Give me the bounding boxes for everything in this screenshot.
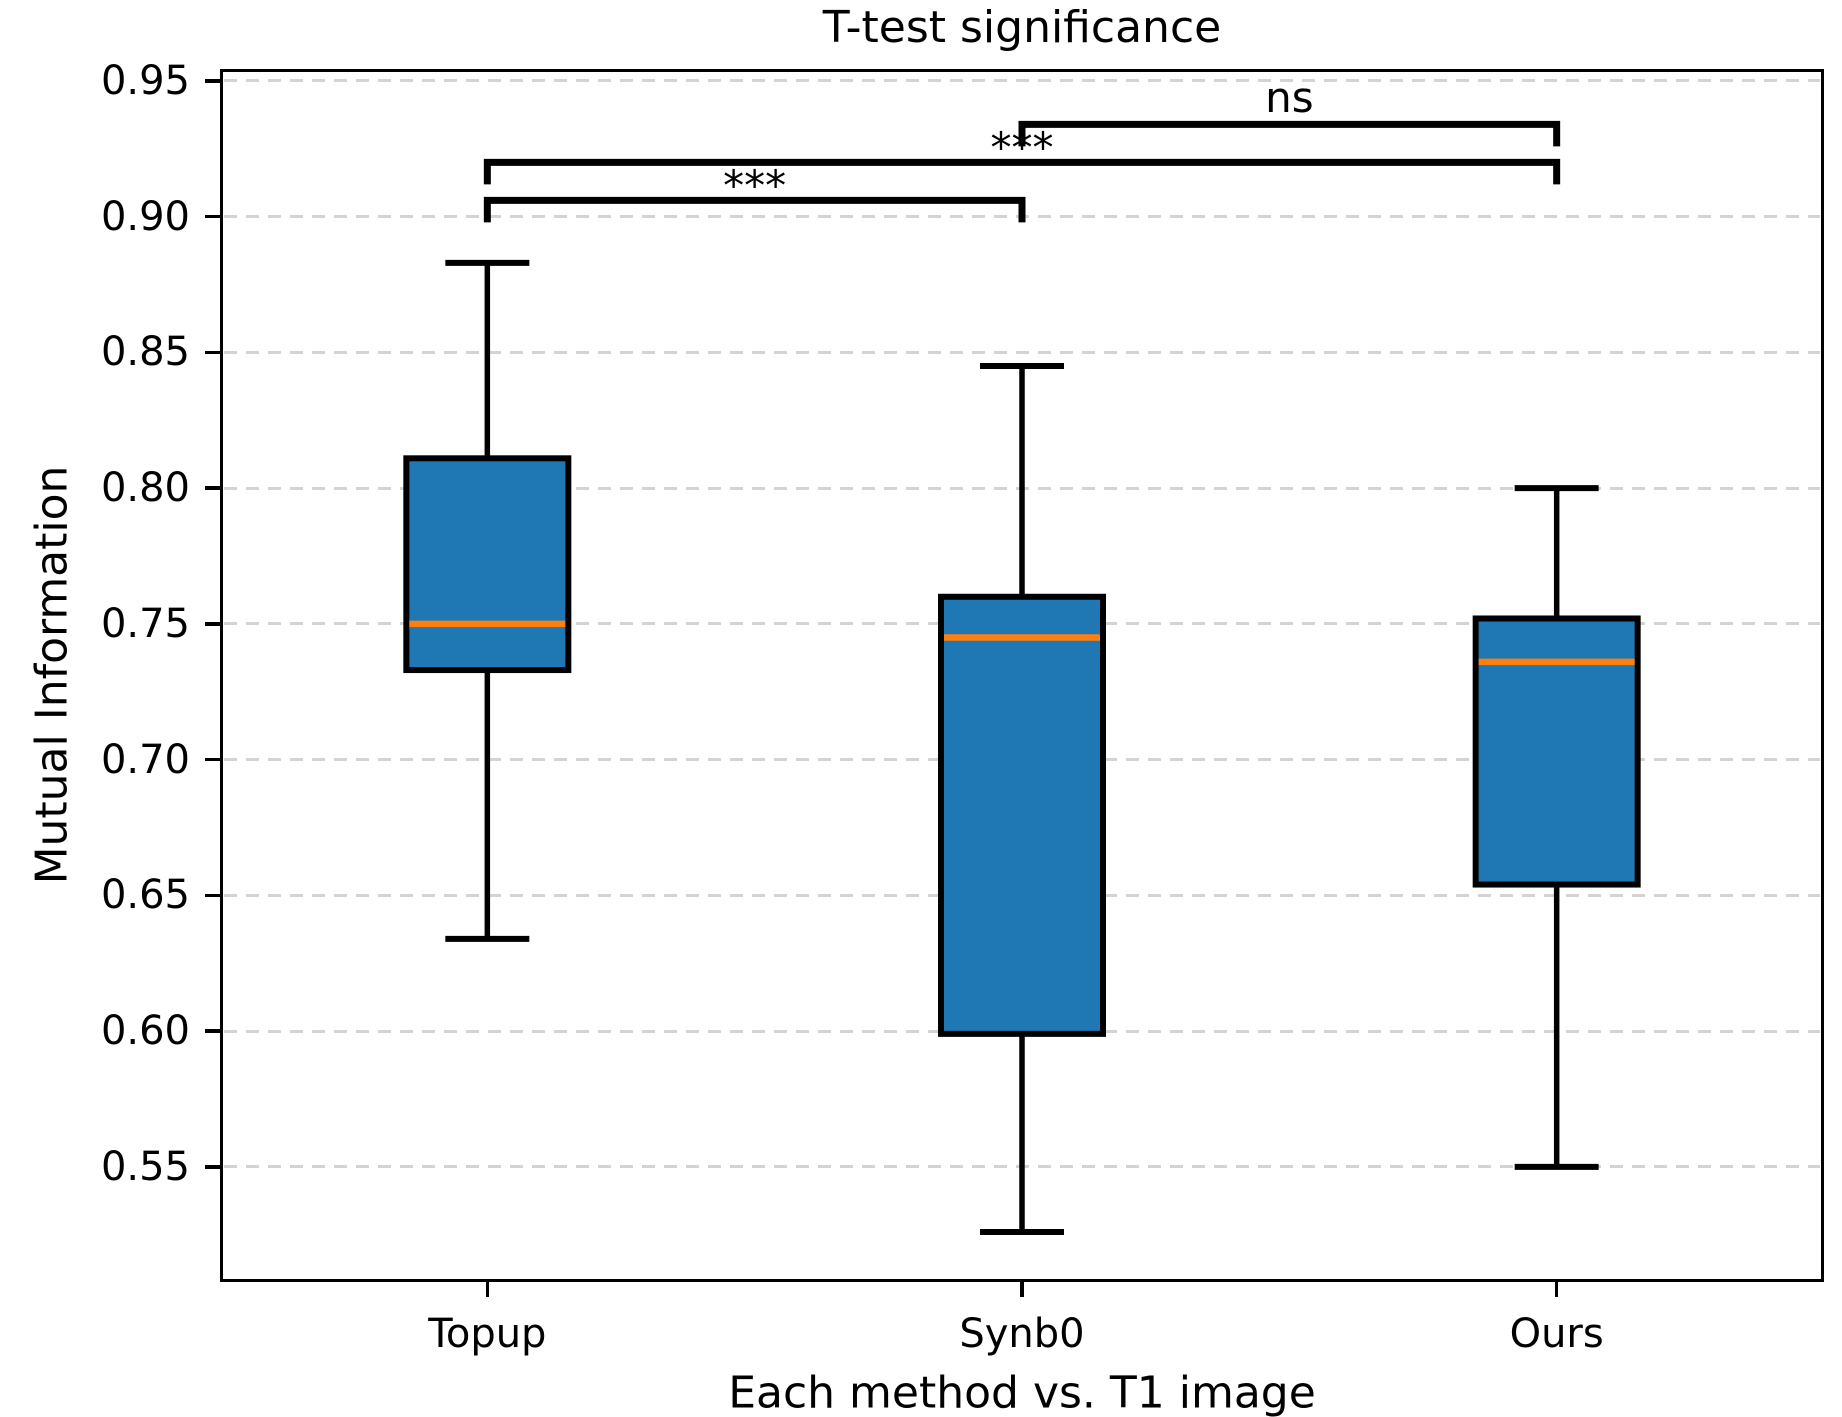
gridline [224,79,1820,83]
significance-bracket [1018,120,1561,147]
x-tick-label-topup: Topup [428,1311,547,1357]
significance-bracket [483,196,1026,223]
box-ours [1472,615,1641,888]
y-tick-label: 0.85 [100,329,190,376]
x-axis-label: Each method vs. T1 image [728,1367,1316,1417]
significance-label: *** [723,161,787,211]
significance-label: *** [990,123,1054,173]
significance-bracket [483,158,1561,185]
y-tick-mark [205,350,220,355]
y-tick-label: 0.65 [100,872,190,919]
plot-frame [220,69,1824,1282]
x-tick-label-ours: Ours [1509,1311,1604,1357]
box-topup [403,455,572,674]
y-tick-mark [205,1165,220,1169]
gridline [224,350,1820,354]
whisker-cap [445,259,530,942]
y-tick-mark [205,1029,220,1033]
y-tick-label: 0.60 [100,1008,190,1055]
x-tick-mark [1020,1282,1024,1297]
chart-title: T-test significance [822,2,1222,53]
y-tick-mark [205,757,220,762]
box-synb0 [938,593,1106,1037]
y-tick-mark [205,622,220,626]
whisker-cap [980,363,1064,1236]
y-tick-label: 0.95 [100,57,190,104]
y-tick-label: 0.55 [100,1143,190,1190]
y-tick-label: 0.90 [100,193,190,240]
y-tick-mark [205,79,220,83]
whisker-cap [1514,485,1599,1170]
x-tick-mark [485,1282,490,1297]
x-tick-label-synb0: Synb0 [959,1311,1085,1357]
significance-label: ns [1265,73,1314,123]
x-tick-mark [1554,1282,1559,1297]
y-tick-label: 0.80 [100,465,190,512]
y-tick-mark [205,214,220,219]
y-tick-mark [205,893,220,898]
y-tick-mark [205,486,220,490]
y-tick-label: 0.70 [100,736,190,783]
y-tick-label: 0.75 [100,600,190,647]
